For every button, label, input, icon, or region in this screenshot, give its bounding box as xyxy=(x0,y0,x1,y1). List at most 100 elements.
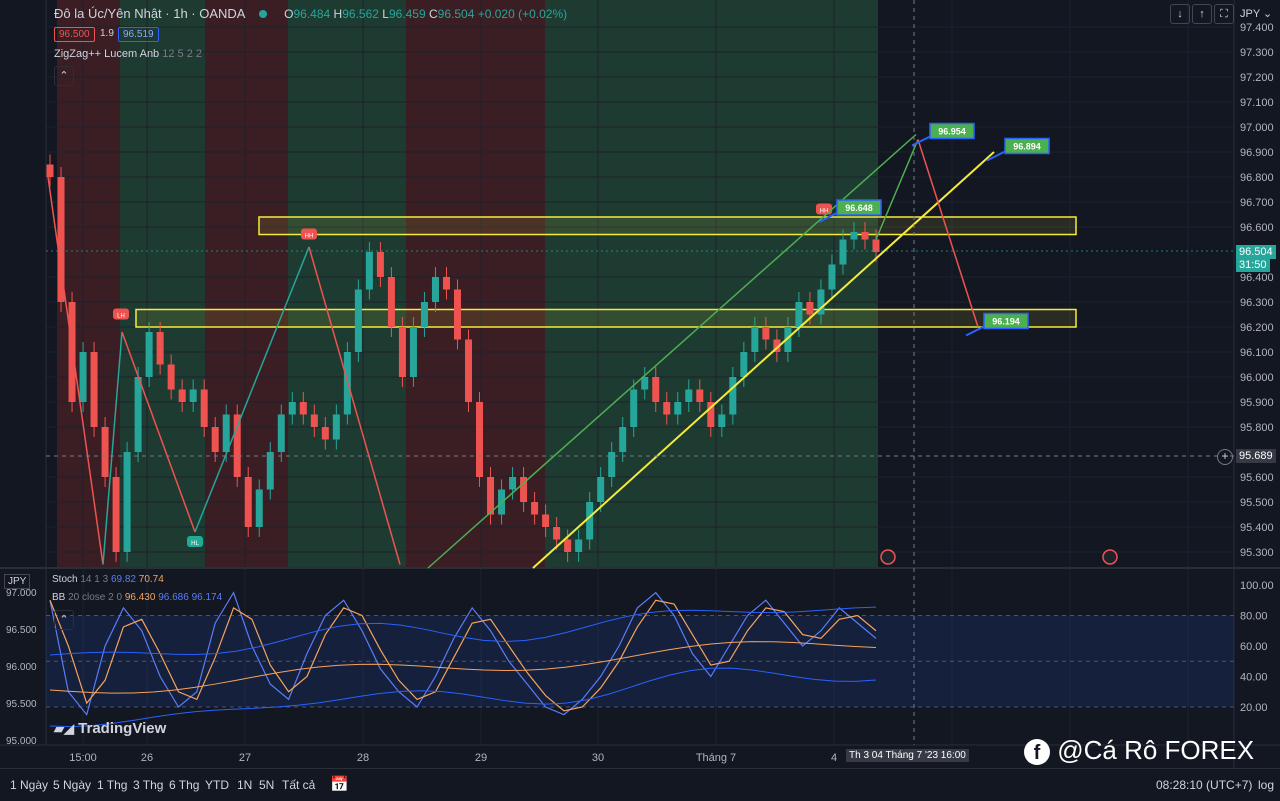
zigzag-marker xyxy=(113,308,129,320)
time-tick-label: 30 xyxy=(592,752,604,764)
stoch-legend[interactable]: Stoch 14 1 3 69.82 70.74 xyxy=(52,574,164,585)
candle-body xyxy=(145,332,153,377)
collapse-legend-icon[interactable]: ⌃ xyxy=(54,66,74,86)
h-label: H xyxy=(333,7,343,21)
candle-body xyxy=(79,352,87,402)
indicator-zigzag-params: 12 5 2 2 xyxy=(162,48,203,60)
range-all-button[interactable]: Tất cả xyxy=(282,778,316,792)
price-tick-label: 95.900 xyxy=(1240,397,1274,409)
price-tick-label: 95.300 xyxy=(1240,547,1274,559)
candle-body xyxy=(850,232,858,240)
candle-body xyxy=(674,402,682,415)
bb-basis-value: 96.430 xyxy=(124,592,156,603)
clock-display: 08:28:10 (UTC+7) xyxy=(1156,778,1253,792)
price-tick-label: 95.400 xyxy=(1240,522,1274,534)
session-shade xyxy=(288,0,406,568)
c-label: C xyxy=(429,7,438,21)
candle-body xyxy=(806,302,814,315)
calendar-icon[interactable]: 📅 xyxy=(330,776,349,793)
price-tick-label: 96.400 xyxy=(1240,272,1274,284)
tradingview-brand: TradingView xyxy=(78,720,167,737)
price-tick-label: 96.200 xyxy=(1240,322,1274,334)
candle-body xyxy=(586,502,594,540)
price-label-box xyxy=(1004,137,1050,155)
price-label-text: 96.894 xyxy=(1013,142,1041,152)
candle-body xyxy=(476,402,484,477)
symbol-header[interactable]: Đô la Úc/Yên Nhật · 1h · OANDA O96.484 H… xyxy=(54,6,567,21)
arrow-up-icon[interactable]: ↑ xyxy=(1192,4,1212,24)
candle-body xyxy=(332,414,340,440)
candle-body xyxy=(630,389,638,427)
currency-dropdown-value: JPY xyxy=(1240,8,1260,20)
candle-body xyxy=(112,477,120,552)
range-1d-button[interactable]: 1 Ngày xyxy=(10,778,49,792)
candle-body xyxy=(762,327,770,340)
candle-body xyxy=(46,164,54,177)
bb-lower-line xyxy=(49,667,877,728)
price-tick-label: 97.100 xyxy=(1240,97,1274,109)
bb-params: 20 close 2 0 xyxy=(68,592,123,603)
zigzag-marker-label: HH xyxy=(820,209,829,215)
range-1m-button[interactable]: 1 Thg xyxy=(97,778,128,792)
projection-up-line xyxy=(875,139,919,240)
time-tick-label: 15:00 xyxy=(69,752,97,764)
range-1y-button[interactable]: 1N xyxy=(237,778,253,792)
candle-body xyxy=(652,377,660,402)
bar-countdown: 31:50 xyxy=(1236,258,1270,272)
bb-axis-label: 95.500 xyxy=(6,699,37,710)
candle-body xyxy=(178,389,186,402)
indicator-currency-label: JPY xyxy=(4,574,31,589)
o-label: O xyxy=(284,7,294,21)
range-3m-button[interactable]: 3 Thg xyxy=(133,778,164,792)
candle-body xyxy=(189,389,197,402)
candle-body xyxy=(509,477,517,490)
change-value: +0.020 (+0.02%) xyxy=(477,7,568,21)
log-scale-toggle[interactable]: log xyxy=(1258,778,1275,792)
current-price-label: 96.504 xyxy=(1236,245,1276,259)
candle-body xyxy=(718,414,726,427)
time-tick-label: 4 xyxy=(831,752,837,764)
time-tick-label: 27 xyxy=(239,752,251,764)
currency-dropdown[interactable]: JPY ⌄ xyxy=(1240,7,1272,20)
candle-body xyxy=(134,377,142,452)
range-5d-button[interactable]: 5 Ngày xyxy=(53,778,92,792)
bb-axis-label: 97.000 xyxy=(6,588,37,599)
stoch-axis-label: 20.00 xyxy=(1240,702,1268,714)
time-tick-label: 26 xyxy=(141,752,153,764)
session-shade xyxy=(57,0,120,568)
range-5y-button[interactable]: 5N xyxy=(259,778,275,792)
bb-upper-value: 96.686 xyxy=(158,592,189,603)
symbol-title: Đô la Úc/Yên Nhật · 1h · OANDA xyxy=(54,6,246,21)
candle-body xyxy=(872,239,880,252)
indicator-zigzag-legend[interactable]: ZigZag++ Lucem Anb 12 5 2 2 xyxy=(54,48,202,60)
price-tick-label: 96.000 xyxy=(1240,372,1274,384)
zigzag-marker-label: HH xyxy=(305,234,314,240)
time-tick-label: Tháng 7 xyxy=(696,752,736,764)
candle-body xyxy=(696,389,704,402)
stoch-axis-label: 40.00 xyxy=(1240,672,1268,684)
arrow-down-icon[interactable]: ↓ xyxy=(1170,4,1190,24)
candle-body xyxy=(365,252,373,290)
range-6m-button[interactable]: 6 Thg xyxy=(169,778,200,792)
candle-body xyxy=(619,427,627,452)
tradingview-logo: ▰◢ TradingView xyxy=(54,720,166,737)
candle-body xyxy=(354,289,362,352)
candle-body xyxy=(409,327,417,377)
candle-body xyxy=(542,514,550,527)
bb-legend[interactable]: BB 20 close 2 0 96.430 96.686 96.174 xyxy=(52,592,222,603)
range-ytd-button[interactable]: YTD xyxy=(205,778,229,792)
time-tick-label: 28 xyxy=(357,752,369,764)
bb-axis-label: 96.000 xyxy=(6,662,37,673)
channel-upper-line xyxy=(427,133,917,569)
candle-body xyxy=(310,414,318,427)
fullscreen-icon[interactable]: ⛶ xyxy=(1214,4,1234,24)
candle-body xyxy=(685,389,693,402)
add-alert-icon[interactable]: + xyxy=(1217,449,1233,465)
price-tick-label: 96.900 xyxy=(1240,147,1274,159)
sell-button[interactable]: 96.500 xyxy=(54,27,95,42)
price-tick-label: 96.300 xyxy=(1240,297,1274,309)
session-shade xyxy=(545,0,878,568)
collapse-indicator-icon[interactable]: ⌃ xyxy=(54,610,74,630)
buy-button[interactable]: 96.519 xyxy=(118,27,159,42)
